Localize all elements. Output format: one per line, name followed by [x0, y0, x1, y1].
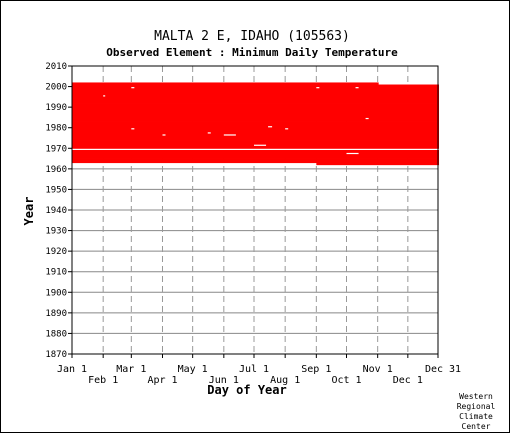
data-row [72, 92, 440, 96]
data-row [72, 115, 440, 118]
y-tick-label: 1930 [45, 227, 67, 237]
x-tick-label: Sep 1 [301, 364, 331, 375]
x-tick-label: Apr 1 [147, 375, 177, 386]
x-tick-label: Dec 1 [393, 375, 423, 386]
data-row [72, 94, 440, 98]
y-tick-label: 1910 [45, 268, 67, 278]
data-row [72, 84, 440, 87]
data-row [72, 117, 440, 120]
x-tick-label: Dec 31 [425, 364, 461, 375]
data-row [72, 152, 440, 155]
x-tick-label: Mar 1 [116, 364, 146, 375]
y-tick-label: 1900 [45, 288, 67, 298]
data-row [72, 119, 440, 122]
credit: Western Regional Climate Center [457, 392, 496, 431]
data-gap [346, 152, 359, 155]
credit-line: Climate [459, 412, 493, 421]
data-row [72, 90, 440, 94]
data-row [72, 121, 440, 124]
data-gap [268, 126, 273, 128]
data-row [72, 82, 379, 85]
y-tick-label: 1890 [45, 309, 67, 319]
data-gap [162, 134, 166, 136]
data-row [72, 154, 440, 157]
data-row [72, 111, 440, 114]
data-row [72, 113, 440, 116]
data-gap [365, 117, 369, 120]
x-tick-label: Jan 1 [57, 364, 87, 375]
data-row [72, 88, 440, 92]
x-axis: Jan 1 Mar 1 May 1 Jul 1 Sep 1 Nov 1 Dec 31 Feb … [57, 354, 461, 386]
x-tick-label: Feb 1 [88, 375, 118, 386]
data-row [72, 131, 440, 135]
data-row [72, 135, 440, 139]
y-tick-label: 2000 [45, 83, 67, 93]
data-row [72, 156, 440, 159]
data-row [72, 109, 440, 112]
x-tick-label: Jun 1 [209, 375, 239, 386]
data-row [72, 96, 440, 100]
data-row [72, 125, 440, 129]
data-row [72, 105, 440, 108]
data-gap [131, 87, 135, 89]
x-axis-label: Day of Year [207, 383, 286, 397]
data-row [72, 160, 440, 164]
data-row [72, 133, 440, 137]
y-axis: 1870 1880 1890 1900 1910 1920 1930 1940 1950 1960… [45, 62, 72, 360]
data-row [72, 150, 440, 153]
data-row [72, 100, 440, 104]
chart-title: MALTA 2 E, IDAHO (105563) [154, 29, 350, 44]
credit-line: Center [462, 422, 491, 431]
x-tick-label: May 1 [178, 364, 208, 375]
data-row [72, 129, 440, 133]
data-row [72, 127, 440, 131]
data-row [72, 107, 440, 110]
data-row [72, 158, 440, 162]
data-gap [223, 134, 236, 136]
data-row [72, 140, 440, 143]
y-tick-label: 1880 [45, 329, 67, 339]
y-tick-label: 1960 [45, 165, 67, 175]
chart-subtitle: Observed Element : Minimum Daily Tempera… [106, 46, 398, 59]
data-gap [207, 132, 211, 134]
data-row [72, 123, 440, 127]
y-tick-label: 1950 [45, 185, 67, 195]
data-gap [355, 87, 359, 89]
data-gap [285, 128, 289, 130]
data-gap [316, 87, 320, 89]
y-tick-label: 1970 [45, 144, 67, 154]
y-tick-label: 1980 [45, 124, 67, 134]
credit-line: Western [459, 392, 493, 401]
x-tick-label: Aug 1 [270, 375, 300, 386]
data-layer [72, 82, 440, 166]
x-tick-label: Oct 1 [331, 375, 361, 386]
data-row [72, 86, 440, 90]
data-row [72, 142, 440, 145]
y-tick-label: 2010 [45, 62, 67, 72]
y-tick-label: 1870 [45, 350, 67, 360]
data-gap [253, 144, 267, 146]
y-axis-label: Year [22, 197, 36, 226]
data-row [72, 103, 440, 106]
y-tick-label: 1940 [45, 206, 67, 216]
y-tick-label: 1990 [45, 103, 67, 113]
credit-line: Regional [457, 402, 496, 411]
data-row [72, 138, 440, 141]
data-row [72, 98, 440, 102]
y-tick-label: 1920 [45, 247, 67, 257]
x-tick-label: Nov 1 [363, 364, 393, 375]
x-tick-label: Jul 1 [239, 364, 269, 375]
data-row [316, 162, 440, 166]
data-gap [131, 128, 135, 130]
data-gap [72, 148, 440, 150]
data-gap [103, 95, 106, 97]
data-row [72, 146, 440, 149]
